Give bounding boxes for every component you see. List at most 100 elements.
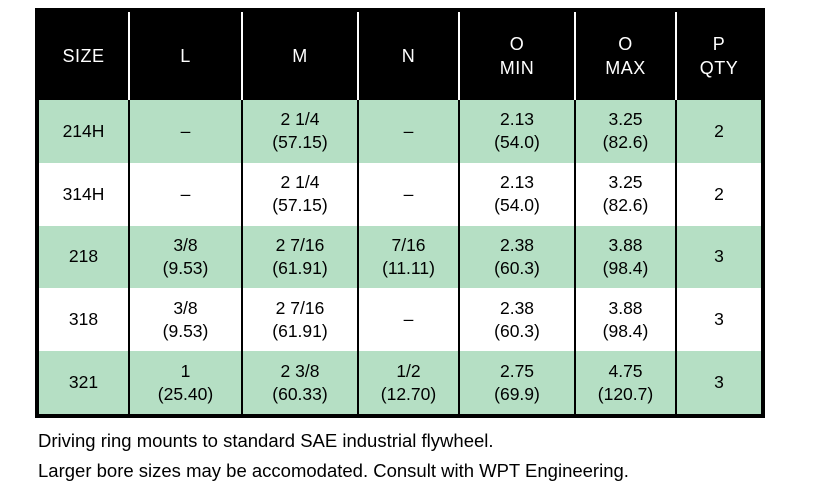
cell-m-row-1: 2 1/4 (57.15) (241, 162, 357, 226)
cell-value-line: 3/8 (173, 297, 198, 318)
cell-o-max-row-0: 3.25 (82.6) (574, 100, 675, 163)
cell-n-row-1: – (357, 162, 458, 226)
cell-value-line: (54.0) (494, 195, 540, 216)
cell-value-line: 2.38 (499, 297, 535, 318)
cell-value-line: 3.25 (608, 172, 643, 193)
cell-value-line: (120.7) (597, 383, 654, 404)
cell-value-line: 314H (62, 183, 105, 204)
cell-value-line: 4.75 (608, 360, 643, 381)
cell-value-line: 2 (714, 183, 724, 204)
cell-value-line: 218 (68, 246, 99, 267)
cell-value-line: (9.53) (162, 320, 209, 341)
cell-value-line: 3 (714, 372, 724, 393)
header-cell-size: SIZE (39, 12, 128, 100)
cell-value-line: (60.3) (494, 320, 540, 341)
cell-value-line: 2 7/16 (275, 297, 325, 318)
header-label-o-max: MAX (605, 58, 646, 78)
notes: Driving ring mounts to standard SAE indu… (38, 426, 798, 486)
cell-value-line: (60.33) (272, 383, 328, 404)
cell-p-qty-row-1: 2 (675, 162, 761, 226)
cell-n-row-2: 7/16 (11.11) (357, 225, 458, 289)
cell-p-qty-row-0: 2 (675, 100, 761, 163)
header-cell-l: L (128, 12, 241, 100)
cell-size-row-1: 314H (39, 162, 128, 226)
cell-n-row-0: – (357, 100, 458, 163)
cell-l-row-0: – (128, 100, 241, 163)
cell-value-line: – (180, 120, 191, 141)
cell-value-line: 2 1/4 (280, 172, 320, 193)
header-label-o-min: O (509, 34, 525, 54)
cell-o-max-row-4: 4.75 (120.7) (574, 351, 675, 414)
cell-o-min-row-1: 2.13 (54.0) (458, 162, 574, 226)
header-cell-o-max: O MAX (574, 12, 675, 100)
cell-value-line: 2 7/16 (275, 234, 325, 255)
cell-p-qty-row-4: 3 (675, 351, 761, 414)
cell-value-line: (11.11) (382, 257, 435, 278)
cell-value-line: 2.13 (499, 172, 535, 193)
header-cell-p-qty: P QTY (675, 12, 761, 100)
cell-value-line: 2 (714, 120, 724, 141)
cell-p-qty-row-3: 3 (675, 288, 761, 352)
cell-size-row-4: 321 (39, 351, 128, 414)
header-label-o-max: O (618, 34, 633, 54)
cell-value-line: (69.9) (494, 383, 540, 404)
cell-n-row-4: 1/2 (12.70) (357, 351, 458, 414)
cell-m-row-4: 2 3/8 (60.33) (241, 351, 357, 414)
cell-o-min-row-4: 2.75 (69.9) (458, 351, 574, 414)
cell-l-row-1: – (128, 162, 241, 226)
cell-value-line: (98.4) (602, 257, 649, 278)
cell-size-row-0: 214H (39, 100, 128, 163)
cell-value-line: (57.15) (272, 195, 328, 216)
cell-value-line: (60.3) (494, 257, 540, 278)
cell-value-line: 3 (714, 309, 724, 330)
cell-value-line: (54.0) (494, 132, 540, 153)
cell-value-line: – (180, 183, 191, 204)
cell-value-line: (98.4) (602, 320, 649, 341)
header-cell-m: M (241, 12, 357, 100)
cell-value-line: 2 3/8 (280, 360, 320, 381)
cell-value-line: (9.53) (162, 257, 209, 278)
cell-value-line: 2.13 (499, 109, 535, 130)
cell-l-row-3: 3/8 (9.53) (128, 288, 241, 352)
header-label-o-min: MIN (499, 58, 535, 78)
cell-value-line: 3/8 (173, 234, 198, 255)
header-label-m: M (292, 46, 308, 66)
cell-value-line: 3 (714, 246, 724, 267)
cell-value-line: 1/2 (396, 360, 421, 381)
cell-n-row-3: – (357, 288, 458, 352)
cell-o-max-row-2: 3.88 (98.4) (574, 225, 675, 289)
cell-value-line: 2.75 (499, 360, 535, 381)
header-label-n: N (401, 46, 416, 66)
cell-o-max-row-3: 3.88 (98.4) (574, 288, 675, 352)
cell-value-line: (61.91) (272, 257, 328, 278)
header-cell-n: N (357, 12, 458, 100)
cell-value-line: (57.15) (272, 132, 328, 153)
note-line-2: Larger bore sizes may be accomodated. Co… (38, 460, 629, 481)
header-label-p-qty: QTY (699, 58, 739, 78)
cell-o-min-row-0: 2.13 (54.0) (458, 100, 574, 163)
cell-value-line: – (403, 183, 414, 204)
cell-p-qty-row-2: 3 (675, 225, 761, 289)
cell-value-line: 2 1/4 (280, 109, 320, 130)
header-label-size: SIZE (62, 46, 105, 66)
header-label-l: L (180, 46, 191, 66)
cell-l-row-2: 3/8 (9.53) (128, 225, 241, 289)
cell-m-row-0: 2 1/4 (57.15) (241, 100, 357, 163)
cell-value-line: 1 (180, 360, 191, 381)
cell-value-line: – (403, 120, 414, 141)
cell-l-row-4: 1 (25.40) (128, 351, 241, 414)
cell-value-line: 3.88 (608, 234, 643, 255)
spec-table: SIZE L M N O MIN O MAX P QTY 214H –2 1/4 (57.15) –2.1… (35, 8, 765, 418)
header-label-p-qty: P (712, 34, 726, 54)
cell-value-line: 7/16 (391, 234, 426, 255)
cell-size-row-3: 318 (39, 288, 128, 352)
cell-value-line: – (403, 309, 414, 330)
cell-m-row-3: 2 7/16 (61.91) (241, 288, 357, 352)
cell-o-max-row-1: 3.25 (82.6) (574, 162, 675, 226)
cell-value-line: 318 (68, 309, 99, 330)
cell-m-row-2: 2 7/16 (61.91) (241, 225, 357, 289)
cell-value-line: (25.40) (157, 383, 214, 404)
cell-value-line: (12.70) (380, 383, 437, 404)
cell-value-line: 321 (68, 372, 99, 393)
